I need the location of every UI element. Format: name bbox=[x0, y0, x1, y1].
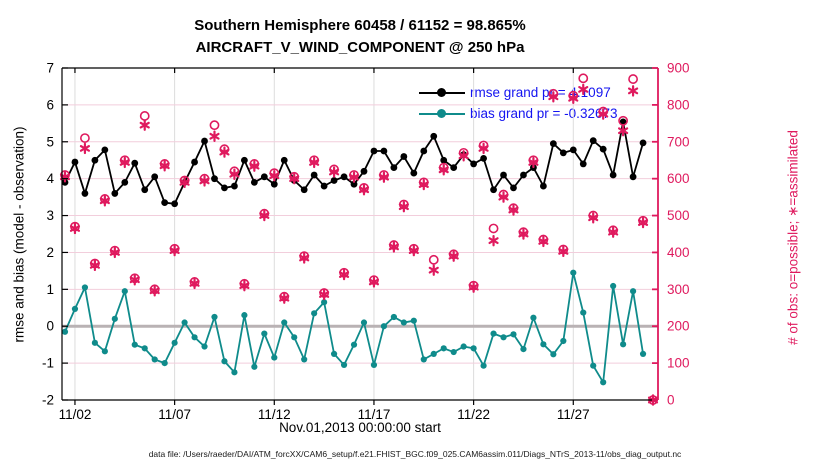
rmse-line-sample-icon bbox=[419, 87, 465, 97]
svg-text:6: 6 bbox=[46, 97, 54, 112]
svg-text:300: 300 bbox=[667, 282, 690, 297]
svg-text:500: 500 bbox=[667, 208, 690, 223]
obs-assimilated-series bbox=[59, 83, 659, 406]
left-tick-labels: -2 -1 0 1 2 3 4 5 6 7 bbox=[42, 61, 55, 408]
svg-text:1: 1 bbox=[46, 282, 54, 297]
svg-text:100: 100 bbox=[667, 356, 690, 371]
bias-line bbox=[64, 272, 644, 386]
right-axis-label: # of obs: o=possible; ∗=assimilated bbox=[785, 130, 801, 345]
svg-text:0: 0 bbox=[46, 319, 54, 334]
legend: rmse grand pr = 4.1097 bias grand pr = -… bbox=[419, 82, 617, 124]
svg-text:800: 800 bbox=[667, 97, 690, 112]
legend-label-rmse: rmse grand pr = 4.1097 bbox=[470, 85, 611, 100]
chart-title-line2: AIRCRAFT_V_WIND_COMPONENT @ 250 hPa bbox=[195, 39, 525, 56]
datafile-path: data file: /Users/raeder/DAI/ATM_forcXX/… bbox=[148, 449, 682, 459]
svg-text:5: 5 bbox=[46, 134, 54, 149]
svg-text:-1: -1 bbox=[42, 356, 54, 371]
bias-series bbox=[61, 269, 647, 386]
rmse-series bbox=[61, 118, 647, 208]
x-axis-label: Nov.01,2013 00:00:00 start bbox=[279, 420, 441, 435]
svg-text:4: 4 bbox=[46, 171, 54, 186]
svg-text:900: 900 bbox=[667, 61, 690, 76]
svg-text:3: 3 bbox=[46, 208, 54, 223]
legend-row-bias: bias grand pr = -0.32673 bbox=[419, 103, 617, 124]
chart-title-line1: Southern Hemisphere 60458 / 61152 = 98.8… bbox=[194, 17, 526, 34]
svg-text:2: 2 bbox=[46, 245, 54, 260]
svg-text:-2: -2 bbox=[42, 393, 54, 408]
svg-text:200: 200 bbox=[667, 319, 690, 334]
svg-text:700: 700 bbox=[667, 134, 690, 149]
right-tick-labels: 0 100 200 300 400 500 600 700 800 900 bbox=[667, 61, 690, 408]
rmse-line bbox=[64, 121, 644, 205]
svg-text:400: 400 bbox=[667, 245, 690, 260]
svg-text:600: 600 bbox=[667, 171, 690, 186]
left-axis-label: rmse and bias (model - observation) bbox=[11, 126, 27, 343]
svg-text:7: 7 bbox=[46, 61, 54, 76]
legend-row-rmse: rmse grand pr = 4.1097 bbox=[419, 82, 617, 103]
svg-text:0: 0 bbox=[667, 393, 675, 408]
legend-label-bias: bias grand pr = -0.32673 bbox=[470, 106, 618, 121]
bias-line-sample-icon bbox=[419, 108, 465, 118]
